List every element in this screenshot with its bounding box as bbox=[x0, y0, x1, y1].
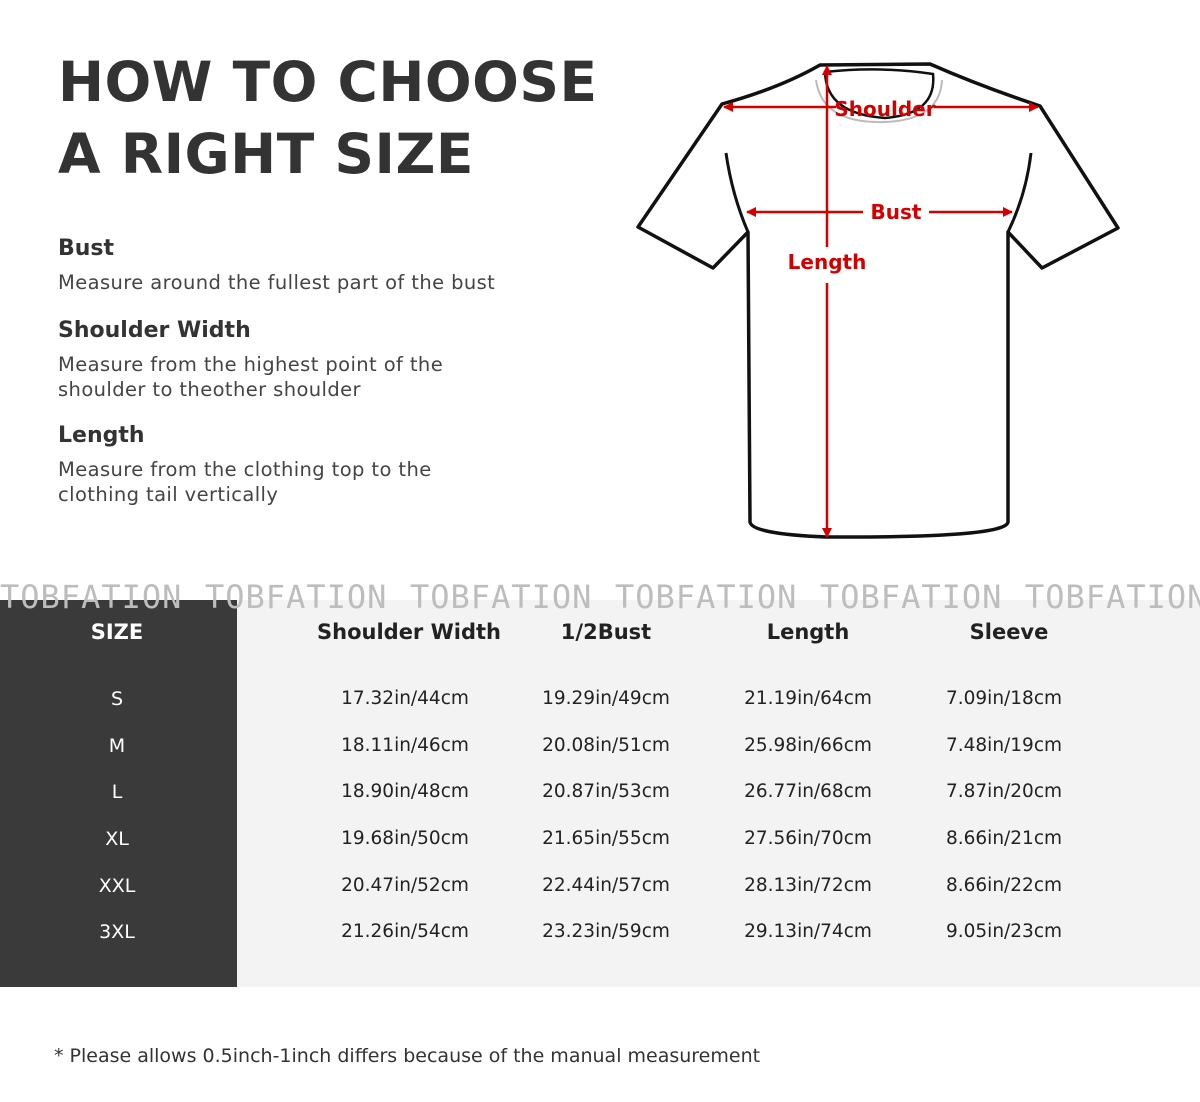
watermark: TOBFATION bbox=[820, 578, 1003, 616]
tshirt-diagram: Shoulder Bust Length bbox=[636, 62, 1120, 539]
size-label: 3XL bbox=[99, 921, 135, 943]
table-cell: 27.56in/70cm bbox=[744, 828, 872, 849]
table-cell: 26.77in/68cm bbox=[744, 781, 872, 802]
header-size: SIZE bbox=[90, 620, 144, 644]
table-cell: 18.90in/48cm bbox=[341, 781, 469, 802]
table-cell: 19.68in/50cm bbox=[341, 828, 469, 849]
table-cell: 7.48in/19cm bbox=[945, 735, 1063, 756]
table-cell: 17.32in/44cm bbox=[341, 688, 469, 709]
table-cell: 19.29in/49cm bbox=[542, 688, 670, 709]
table-cell: 25.98in/66cm bbox=[744, 735, 872, 756]
guide-length-desc-2: clothing tail vertically bbox=[58, 483, 279, 506]
size-label: S bbox=[110, 688, 124, 710]
table-cell: 20.47in/52cm bbox=[341, 875, 469, 896]
header-sleeve: Sleeve bbox=[969, 620, 1049, 644]
guide-shoulder-desc-2: shoulder to theother shoulder bbox=[58, 378, 361, 401]
table-cell: 21.26in/54cm bbox=[341, 921, 469, 942]
size-column bbox=[0, 600, 237, 987]
header-length: Length bbox=[766, 620, 850, 644]
table-cell: 29.13in/74cm bbox=[744, 921, 872, 942]
table-cell: 7.87in/20cm bbox=[945, 781, 1063, 802]
table-cell: 20.87in/53cm bbox=[542, 781, 670, 802]
tshirt-outline bbox=[636, 62, 1120, 539]
table-cell: 28.13in/72cm bbox=[744, 875, 872, 896]
watermark: TOBFATION bbox=[410, 578, 593, 616]
length-label: Length bbox=[788, 250, 867, 274]
table-cell: 8.66in/21cm bbox=[945, 828, 1063, 849]
tshirt-collar bbox=[823, 68, 935, 120]
table-cell: 21.65in/55cm bbox=[542, 828, 670, 849]
size-label: XL bbox=[105, 828, 129, 850]
size-label: L bbox=[111, 781, 123, 803]
table-cell: 9.05in/23cm bbox=[945, 921, 1063, 942]
table-cell: 18.11in/46cm bbox=[341, 735, 469, 756]
guide-shoulder-desc-1: Measure from the highest point of the bbox=[58, 353, 444, 376]
table-cell: 7.09in/18cm bbox=[945, 688, 1063, 709]
watermark: TOBFATION bbox=[205, 578, 388, 616]
bust-label: Bust bbox=[871, 200, 922, 224]
header-half-bust: 1/2Bust bbox=[560, 620, 652, 644]
heading-line-1: HOW TO CHOOSE bbox=[58, 50, 598, 114]
guide-bust-desc: Measure around the fullest part of the b… bbox=[58, 271, 496, 294]
table-cell: 23.23in/59cm bbox=[542, 921, 670, 942]
heading-line-2: A RIGHT SIZE bbox=[58, 122, 474, 186]
watermark: TOBFATION bbox=[615, 578, 798, 616]
watermark: TOBFATION bbox=[0, 578, 183, 616]
footnote: * Please allows 0.5inch-1inch differs be… bbox=[54, 1045, 761, 1067]
size-table bbox=[237, 600, 1200, 987]
guide-shoulder-label: Shoulder Width bbox=[58, 318, 251, 343]
shoulder-label: Shoulder bbox=[834, 97, 935, 121]
guide-length-desc-1: Measure from the clothing top to the bbox=[58, 458, 432, 481]
size-label: M bbox=[108, 735, 126, 757]
header-shoulder-width: Shoulder Width bbox=[317, 620, 501, 644]
table-cell: 8.66in/22cm bbox=[945, 875, 1063, 896]
table-cell: 21.19in/64cm bbox=[744, 688, 872, 709]
watermark: TOBFATION bbox=[1025, 578, 1200, 616]
guide-bust-label: Bust bbox=[58, 236, 115, 261]
table-cell: 22.44in/57cm bbox=[542, 875, 670, 896]
guide-length-label: Length bbox=[58, 423, 145, 448]
size-label: XXL bbox=[98, 875, 136, 897]
table-cell: 20.08in/51cm bbox=[542, 735, 670, 756]
